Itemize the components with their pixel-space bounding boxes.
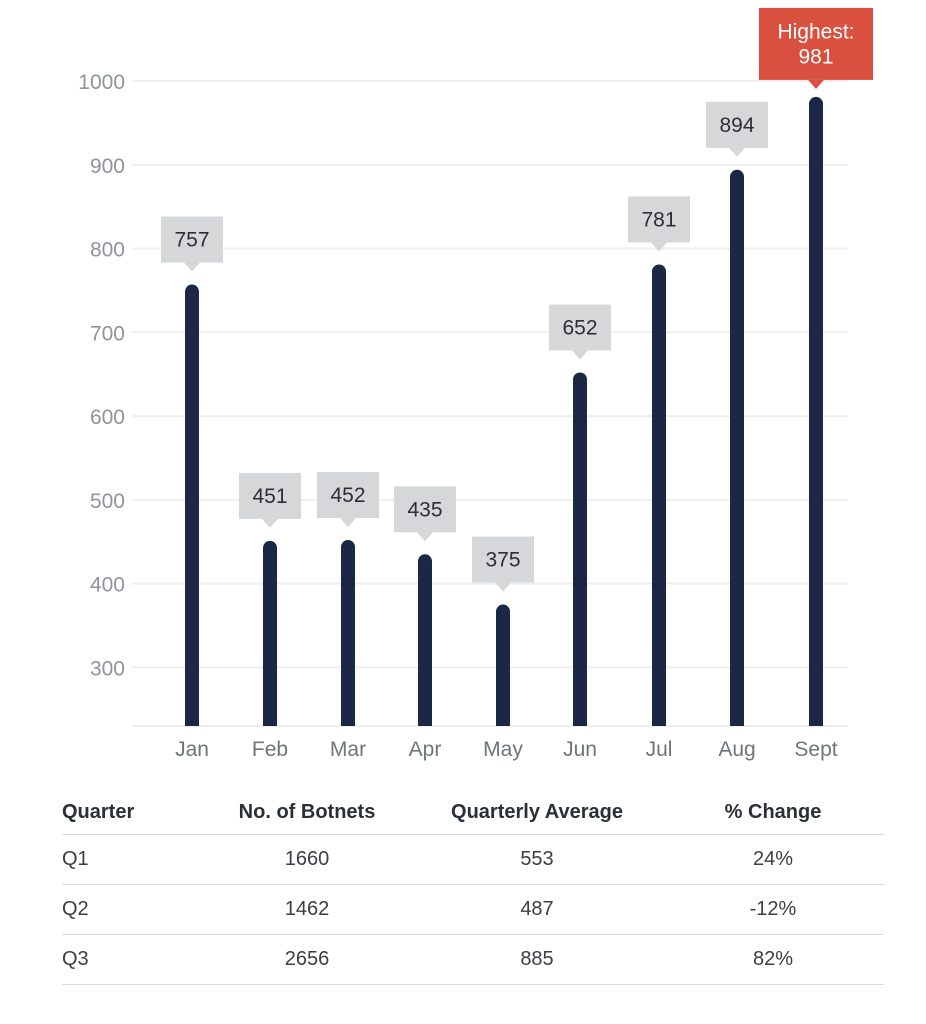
bar-base <box>185 716 199 726</box>
x-tick-label: Jan <box>175 738 209 761</box>
cell-average: 553 <box>412 834 662 885</box>
callout-pointer <box>495 582 511 592</box>
data-label: 452 <box>330 484 365 507</box>
table-header-row: Quarter No. of Botnets Quarterly Average… <box>62 790 884 835</box>
data-label: 375 <box>485 549 520 572</box>
bar <box>263 540 277 726</box>
cell-change: 24% <box>662 834 884 885</box>
value-callout-box <box>161 216 223 263</box>
cell-quarter: Q3 <box>62 934 202 985</box>
callout-pointer <box>417 532 433 542</box>
bar <box>341 540 355 726</box>
callout-pointer <box>340 518 356 528</box>
callout-pointer <box>572 350 588 360</box>
y-tick-label: 800 <box>90 239 125 262</box>
data-label: 781 <box>641 208 676 231</box>
bar <box>496 604 510 726</box>
x-tick-label: Mar <box>330 738 366 761</box>
table-row: Q2 1462 487 -12% <box>62 884 884 935</box>
header-quarterly-average: Quarterly Average <box>451 800 623 823</box>
x-tick-label: Aug <box>718 738 755 761</box>
data-label: Highest: <box>777 20 854 43</box>
x-tick-label: Jun <box>563 738 597 761</box>
quarterly-botnet-table: Quarter No. of Botnets Quarterly Average… <box>62 790 884 985</box>
bar-chart: 300 400 500 600 700 800 900 1000 757 Jan 451 Feb 452… <box>78 7 873 761</box>
bar-base <box>496 716 510 726</box>
x-tick-label: May <box>483 738 523 761</box>
y-tick-label: 600 <box>90 406 125 429</box>
y-tick-label: 400 <box>90 574 125 597</box>
bar-base <box>418 716 432 726</box>
value-callout-box <box>239 472 301 519</box>
callout-pointer <box>184 262 200 272</box>
callout-pointer <box>651 242 667 252</box>
bar-base <box>730 716 744 726</box>
value-callout-box <box>628 196 690 243</box>
y-tick-label: 1000 <box>78 71 125 94</box>
data-label: 981 <box>798 45 833 68</box>
cell-change: -12% <box>662 884 884 935</box>
callout-pointer <box>262 518 278 528</box>
cell-quarter: Q1 <box>62 834 202 885</box>
bar-base <box>573 716 587 726</box>
header-quarter: Quarter <box>62 800 135 823</box>
cell-botnets: 2656 <box>202 934 412 985</box>
value-callout-box <box>472 536 534 583</box>
data-label: 757 <box>174 229 209 252</box>
bar-base <box>652 716 666 726</box>
cell-quarter: Q2 <box>62 884 202 935</box>
bar <box>573 372 587 726</box>
table-row: Q1 1660 553 24% <box>62 834 884 885</box>
y-tick-label: 500 <box>90 490 125 513</box>
data-label: 652 <box>562 317 597 340</box>
data-label: 435 <box>407 498 442 521</box>
cell-average: 487 <box>412 884 662 935</box>
data-label: 894 <box>719 114 754 137</box>
bar <box>652 264 666 726</box>
y-tick-label: 300 <box>90 657 125 680</box>
cell-botnets: 1462 <box>202 884 412 935</box>
bar <box>185 284 199 726</box>
value-callout-box <box>706 101 768 148</box>
y-tick-label: 700 <box>90 322 125 345</box>
x-tick-label: Apr <box>409 738 442 761</box>
cell-change: 82% <box>662 934 884 985</box>
bar-base <box>341 716 355 726</box>
x-tick-label: Feb <box>252 738 288 761</box>
x-tick-label: Sept <box>794 738 837 761</box>
header-botnets: No. of Botnets <box>238 800 376 823</box>
cell-average: 885 <box>412 934 662 985</box>
data-label: 451 <box>252 485 287 508</box>
cell-botnets: 1660 <box>202 834 412 885</box>
callout-pointer <box>729 147 745 157</box>
highlight-callout-box <box>759 7 873 80</box>
bar-base <box>263 716 277 726</box>
header-percent-change: % Change <box>724 800 822 823</box>
bar-base <box>809 716 823 726</box>
value-callout-box <box>394 486 456 533</box>
x-tick-label: Jul <box>646 738 673 761</box>
y-tick-label: 900 <box>90 155 125 178</box>
value-callout-box <box>317 472 379 519</box>
bar <box>730 169 744 726</box>
value-callout-box <box>549 304 611 351</box>
table-row: Q3 2656 885 82% <box>62 934 884 985</box>
callout-pointer <box>808 79 824 89</box>
bar <box>809 96 823 726</box>
bar <box>418 554 432 726</box>
